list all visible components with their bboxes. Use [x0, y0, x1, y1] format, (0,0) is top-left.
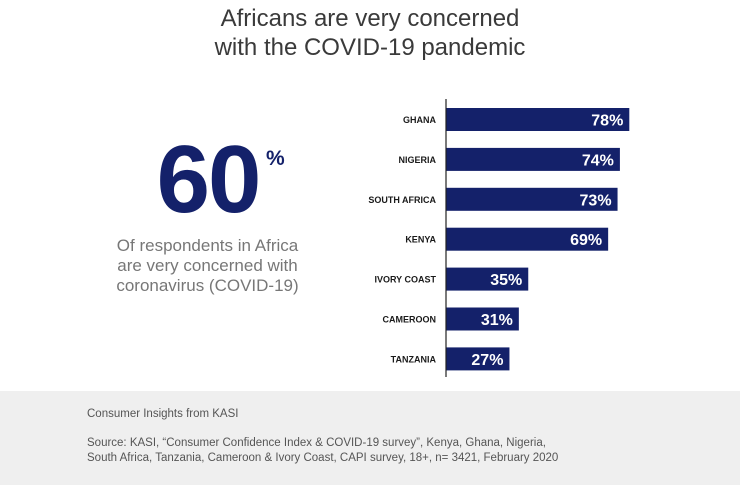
chart-title: Africans are very concerned with the COV…	[0, 4, 740, 62]
value-label-tanzania: 27%	[471, 352, 503, 369]
category-label-ghana: GHANA	[403, 115, 436, 125]
footer-source: Source: KASI, “Consumer Confidence Index…	[87, 436, 558, 466]
chart-title-line-2: with the COVID-19 pandemic	[214, 34, 526, 61]
description-line-3: coronavirus (COVID-19)	[116, 276, 299, 295]
bar-tanzania	[446, 347, 510, 371]
bar-nigeria	[446, 147, 620, 171]
headline-stat-description: Of respondents in Africa are very concer…	[95, 236, 320, 296]
category-label-kenya: KENYA	[405, 235, 436, 245]
bar-chart: GHANA 78% NIGERIA 74% SOUTH AFRICA 73% KENYA 69…	[368, 99, 630, 377]
value-label-kenya: 69%	[570, 232, 602, 249]
description-line-1: Of respondents in Africa	[116, 236, 299, 255]
source-line-2: South Africa, Tanzania, Cameroon & Ivory…	[87, 452, 559, 464]
bar-cameroon	[446, 307, 519, 331]
category-label-tanzania: TANZANIA	[391, 354, 437, 364]
chart-title-line-1: Africans are very concerned	[220, 5, 520, 32]
value-label-nigeria: 74%	[582, 152, 614, 169]
bar-ivory-coast	[446, 267, 529, 291]
value-label-south-africa: 73%	[580, 192, 612, 209]
category-label-ivory-coast: IVORY COAST	[374, 275, 436, 285]
bar-ghana	[446, 108, 630, 131]
value-label-cameroon: 31%	[481, 312, 513, 329]
footer-panel: Consumer Insights from KASI Source: KASI…	[0, 391, 740, 485]
source-line-1: Source: KASI, “Consumer Confidence Index…	[87, 437, 546, 449]
value-label-ivory-coast: 35%	[490, 272, 522, 289]
headline-stat-value: 60	[156, 126, 262, 233]
headline-stat-unit: %	[266, 147, 285, 170]
category-label-south-africa: SOUTH AFRICA	[368, 195, 436, 205]
category-label-cameroon: CAMEROON	[383, 315, 437, 325]
value-label-ghana: 78%	[591, 113, 623, 130]
category-label-nigeria: NIGERIA	[398, 155, 436, 165]
bar-kenya	[446, 227, 609, 251]
bar-south-africa	[446, 187, 618, 211]
description-line-2: are very concerned with	[117, 256, 298, 275]
footer-credit: Consumer Insights from KASI	[87, 408, 239, 420]
